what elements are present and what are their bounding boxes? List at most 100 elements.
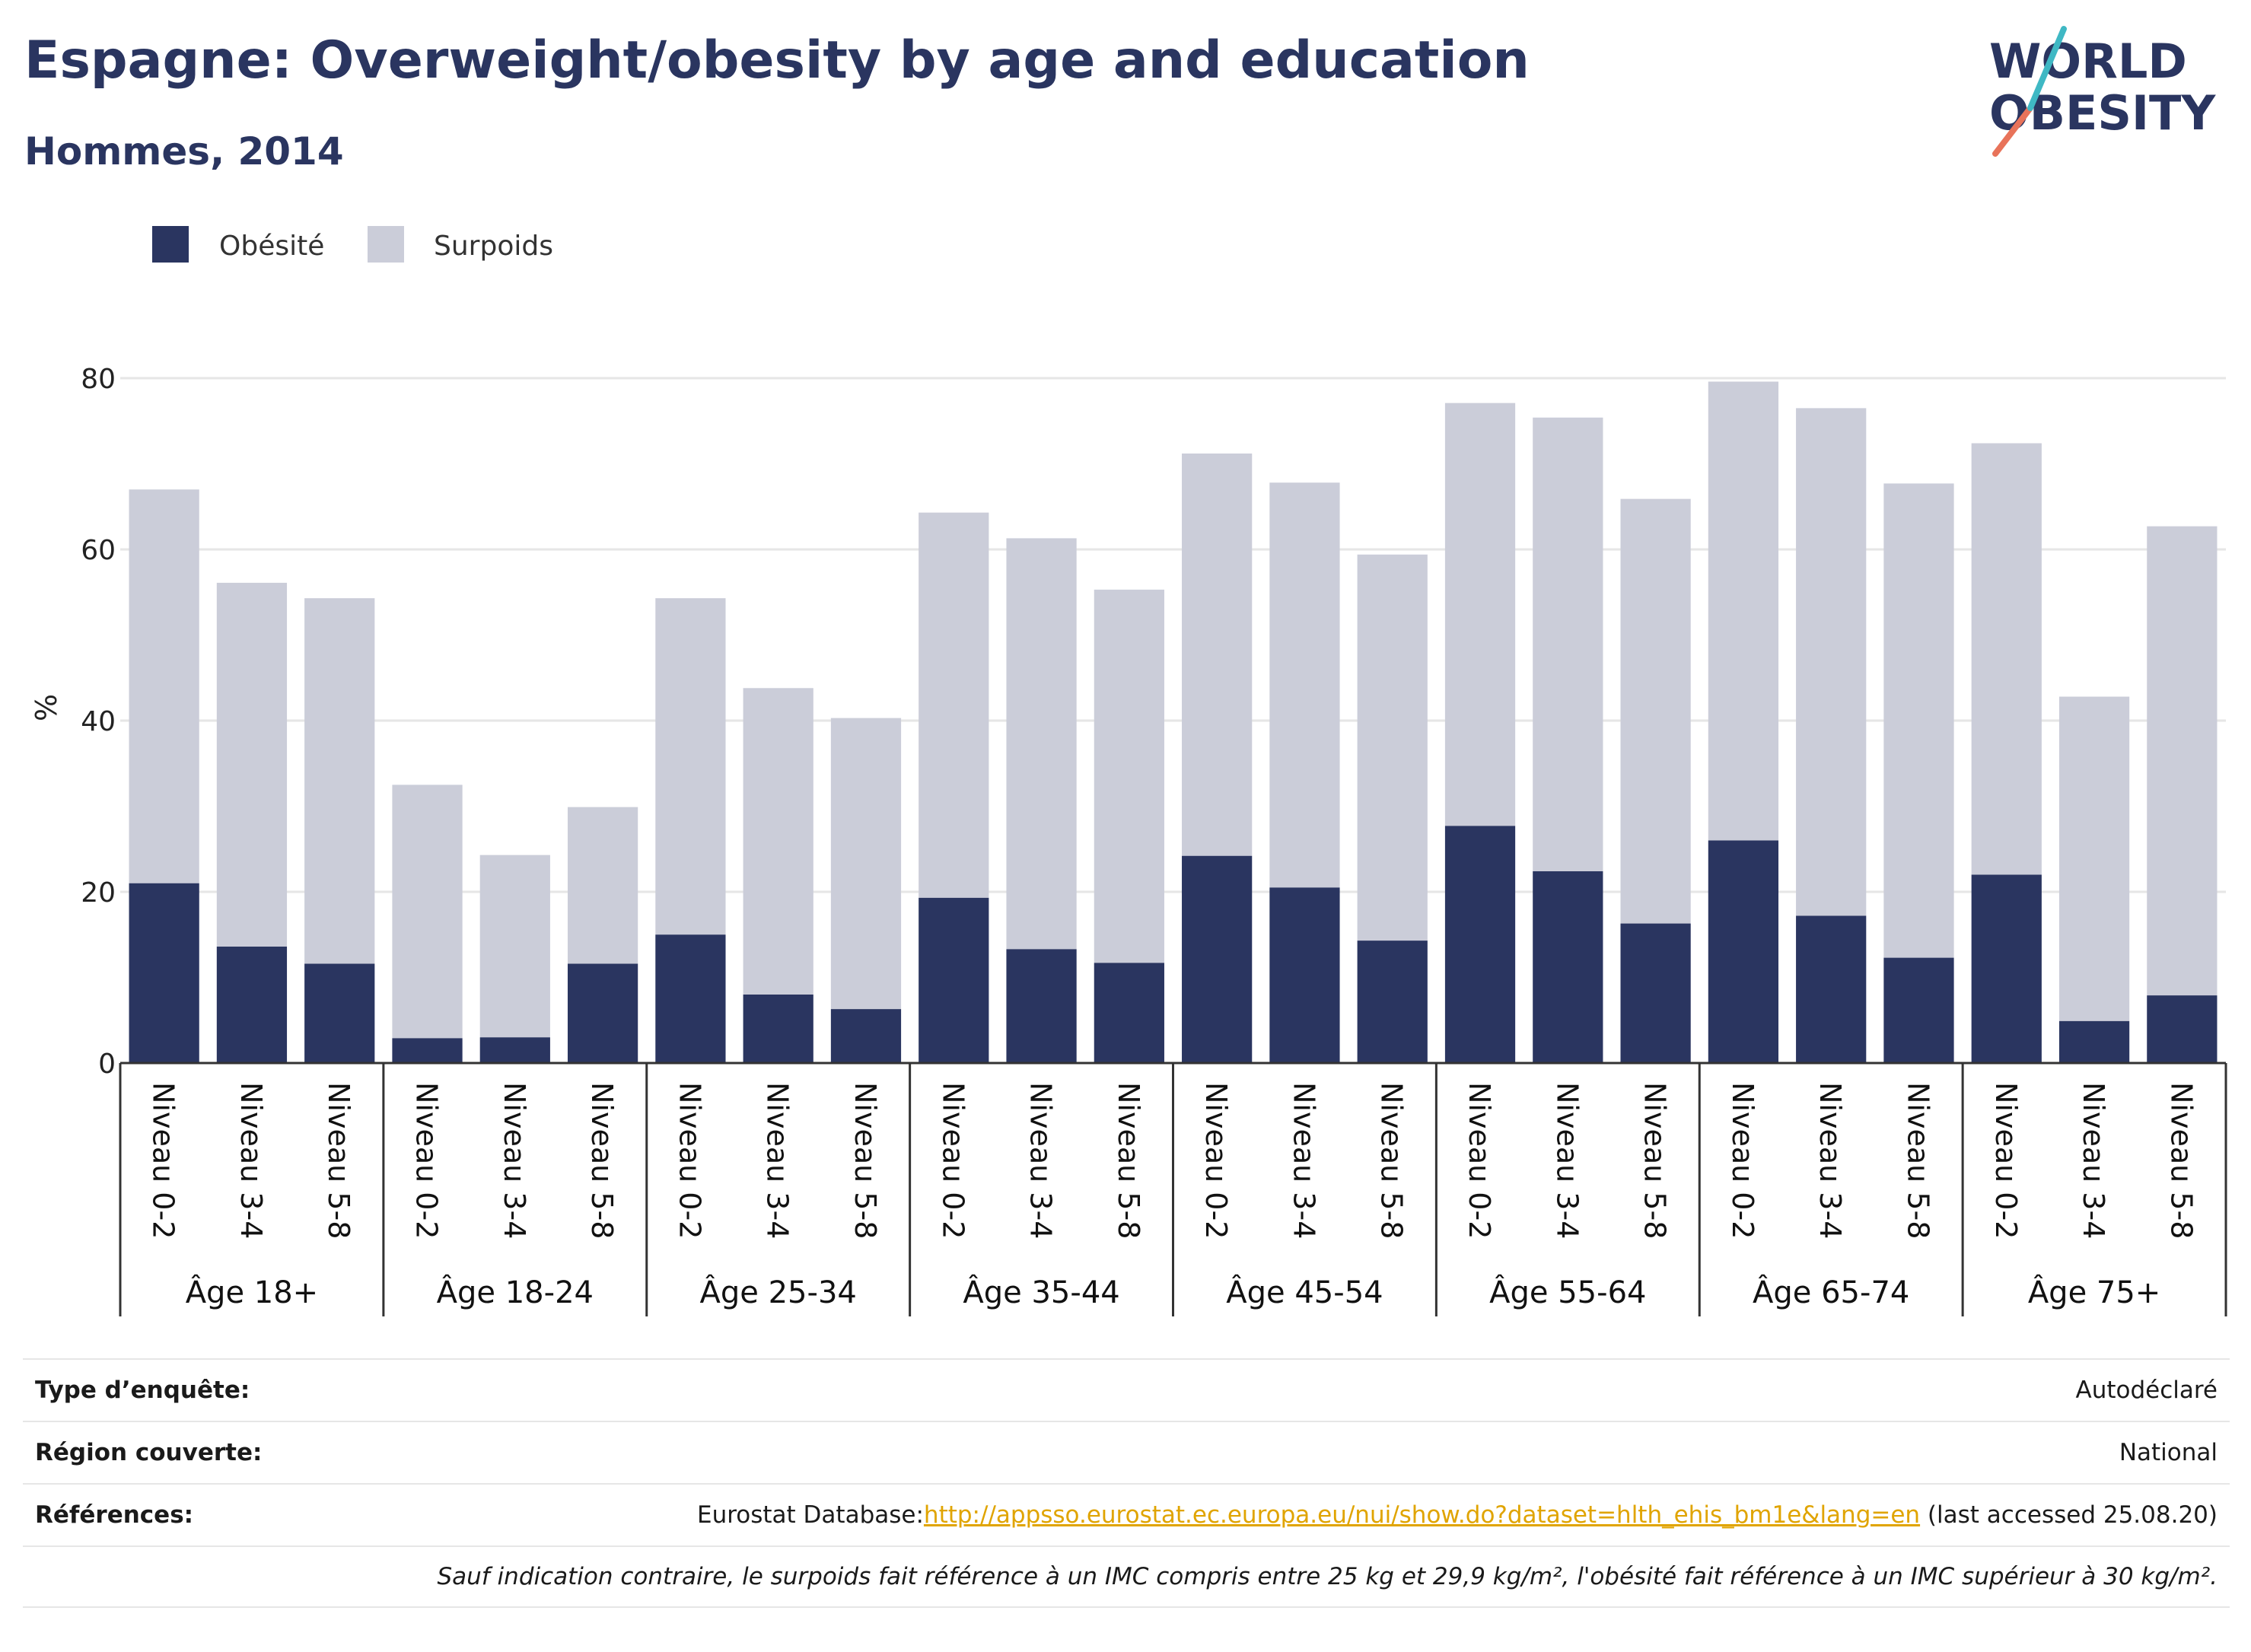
bar-overweight: [1269, 482, 1340, 888]
x-axis: [119, 1062, 2227, 1316]
x-tick-label: Niveau 0-2: [1463, 1082, 1496, 1239]
bar-overweight: [392, 785, 463, 1039]
bar-obesity: [1708, 840, 1779, 1063]
bar-overweight: [1620, 498, 1691, 924]
x-tick-label: Niveau 0-2: [1726, 1082, 1759, 1239]
footnote-text: Sauf indication contraire, le surpoids f…: [437, 1563, 2218, 1590]
legend-swatch-obesity: [152, 226, 189, 263]
x-tick-label: Niveau 0-2: [1989, 1082, 2023, 1239]
bar-overweight: [1357, 554, 1428, 941]
info-table: Type d’enquête: Autodéclaré Région couve…: [23, 1358, 2230, 1608]
x-tick-label: Niveau 5-8: [1638, 1082, 1672, 1239]
references-prefix: Eurostat Database:: [696, 1501, 924, 1529]
x-tick-label: Niveau 3-4: [1024, 1082, 1058, 1239]
bar-obesity: [304, 963, 375, 1063]
bar-overweight: [1883, 483, 1954, 958]
legend: Obésité Surpoids: [152, 226, 553, 263]
bar-obesity: [919, 897, 989, 1063]
group-label: Âge 75+: [2028, 1274, 2161, 1310]
bar-overweight: [1708, 381, 1779, 841]
bar-overweight: [567, 807, 638, 964]
bar-obesity: [392, 1038, 463, 1063]
x-tick-label: Niveau 3-4: [498, 1082, 531, 1239]
group-label: Âge 18+: [186, 1274, 319, 1310]
bar-obesity: [2058, 1020, 2130, 1063]
group-label: Âge 55-64: [1489, 1274, 1646, 1310]
y-tick-label: 0: [98, 1049, 116, 1080]
bar-overweight: [830, 718, 902, 1010]
bar-overweight: [919, 512, 989, 898]
y-tick-label: 20: [81, 877, 116, 909]
x-tick-label: Niveau 3-4: [761, 1082, 794, 1239]
bar-overweight: [743, 688, 813, 995]
bar-overweight: [1533, 417, 1603, 871]
x-tick-label: Niveau 5-8: [322, 1082, 355, 1239]
bar-obesity: [1357, 941, 1428, 1063]
logo-slash-teal: [2027, 26, 2067, 111]
grid-layer: [120, 377, 2226, 893]
bar-obesity: [1971, 874, 2042, 1063]
chart-subtitle: Hommes, 2014: [24, 129, 344, 173]
region-value: National: [2119, 1439, 2218, 1466]
x-tick-label: Niveau 5-8: [849, 1082, 882, 1239]
x-tick-labels: Niveau 0-2 Niveau 3-4 Niveau 5-8 Niveau 0-2…: [147, 1082, 2198, 1310]
survey-type-value: Autodéclaré: [2075, 1377, 2218, 1404]
x-tick-label: Niveau 3-4: [1550, 1082, 1584, 1239]
x-tick-label: Niveau 3-4: [1287, 1082, 1320, 1239]
chart-title: Espagne: Overweight/obesity by age and e…: [24, 30, 1530, 91]
bar-overweight: [1094, 589, 1164, 963]
x-tick-label: Niveau 3-4: [1813, 1082, 1847, 1239]
x-tick-label: Niveau 0-2: [936, 1082, 969, 1239]
group-label: Âge 25-34: [700, 1274, 857, 1310]
group-label: Âge 35-44: [963, 1274, 1119, 1310]
bar-obesity: [655, 934, 726, 1063]
logo-text-world: WORLD: [1989, 33, 2187, 89]
world-obesity-logo: WORLD OBESITY: [1989, 26, 2216, 157]
bar-obesity: [1883, 957, 1954, 1063]
y-tick-labels: 0 20 40 60 80: [81, 364, 116, 1080]
x-tick-label: Niveau 5-8: [1375, 1082, 1409, 1239]
survey-type-label: Type d’enquête:: [35, 1377, 250, 1404]
bar-obesity: [1796, 915, 1867, 1063]
group-label: Âge 45-54: [1226, 1274, 1383, 1310]
x-tick-label: Niveau 3-4: [234, 1082, 268, 1239]
bar-obesity: [743, 995, 813, 1063]
bar-obesity: [1620, 923, 1691, 1063]
bar-overweight: [129, 489, 199, 883]
legend-swatch-overweight: [368, 226, 404, 263]
x-tick-label: Niveau 0-2: [1199, 1082, 1233, 1239]
bar-overweight: [2147, 526, 2218, 996]
legend-label-overweight: Surpoids: [434, 231, 553, 262]
group-label: Âge 18-24: [437, 1274, 594, 1310]
x-tick-label: Niveau 0-2: [410, 1082, 444, 1239]
bar-obesity: [830, 1009, 902, 1063]
bar-obesity: [1006, 949, 1077, 1063]
bar-obesity: [2147, 995, 2218, 1063]
references-suffix: (last accessed 25.08.20): [1920, 1501, 2218, 1529]
region-label: Région couverte:: [35, 1439, 263, 1466]
references-label: Références:: [35, 1501, 194, 1529]
bar-obesity: [1269, 887, 1340, 1063]
info-row-survey-type: Type d’enquête: Autodéclaré: [23, 1358, 2230, 1421]
x-tick-label: Niveau 5-8: [2164, 1082, 2198, 1239]
bars: [129, 381, 2218, 1063]
x-tick-label: Niveau 5-8: [1901, 1082, 1934, 1239]
group-label: Âge 65-74: [1753, 1274, 1909, 1310]
info-row-footnote: Sauf indication contraire, le surpoids f…: [23, 1545, 2230, 1608]
bar-overweight: [1444, 403, 1516, 826]
y-tick-label: 60: [81, 535, 116, 566]
bar-obesity: [216, 947, 288, 1063]
bar-obesity: [129, 883, 199, 1063]
bar-overweight: [304, 598, 375, 964]
eurostat-link[interactable]: http://appsso.eurostat.ec.europa.eu/nui/…: [923, 1501, 1921, 1529]
y-axis-label: %: [30, 694, 63, 721]
bar-overweight: [1182, 454, 1253, 856]
x-tick-label: Niveau 3-4: [2077, 1082, 2110, 1239]
bar-obesity: [1533, 871, 1603, 1063]
bar-overweight: [479, 855, 550, 1038]
bar-overweight: [1006, 538, 1077, 950]
bar-obesity: [567, 963, 638, 1063]
bar-obesity: [1444, 826, 1516, 1063]
bar-overweight: [655, 598, 726, 935]
